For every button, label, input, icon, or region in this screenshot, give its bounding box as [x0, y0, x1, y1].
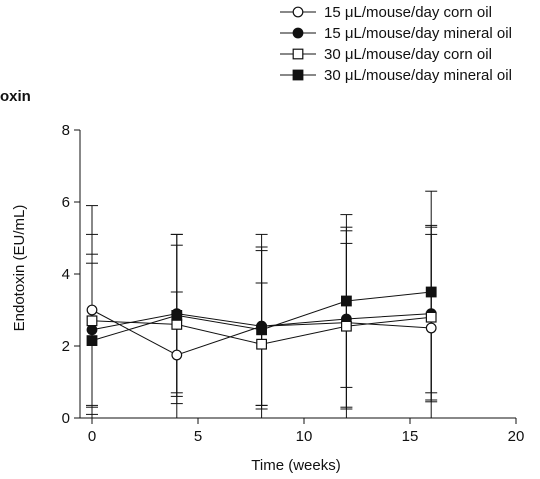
- y-axis: 0 2 4 6 8: [62, 122, 81, 427]
- data-point-series-4: [341, 295, 352, 307]
- data-point-series-3: [425, 311, 437, 323]
- legend-marker-2: [292, 27, 304, 39]
- y-tick-label: 8: [62, 122, 70, 139]
- data-point-series-2: [86, 324, 98, 336]
- legend-label-4: 30 μL/mouse/day mineral oil: [324, 67, 512, 84]
- y-tick-label: 6: [62, 194, 70, 211]
- x-tick-label: 0: [88, 428, 96, 445]
- x-tick-label: 10: [296, 428, 313, 445]
- panel-title-fragment: oxin: [0, 88, 31, 105]
- markers: [86, 286, 437, 361]
- data-point-series-4: [86, 335, 98, 346]
- legend-marker-1: [292, 6, 304, 18]
- legend-label-1: 15 μL/mouse/day corn oil: [324, 4, 492, 21]
- legend-label-3: 30 μL/mouse/day corn oil: [324, 46, 492, 63]
- data-point-series-1: [86, 304, 98, 316]
- data-point-series-3: [256, 338, 267, 350]
- legend-marker-4: [292, 69, 304, 81]
- data-point-series-4: [425, 286, 437, 298]
- y-tick-label: 2: [62, 338, 70, 355]
- legend: 15 μL/mouse/day corn oil 15 μL/mouse/day …: [280, 4, 512, 84]
- y-axis-label: Endotoxin (EU/mL): [11, 205, 28, 332]
- x-tick-label: 5: [194, 428, 202, 445]
- legend-label-2: 15 μL/mouse/day mineral oil: [324, 25, 512, 42]
- x-tick-label: 15: [402, 428, 419, 445]
- y-tick-label: 4: [62, 266, 70, 283]
- data-point-series-3: [341, 320, 352, 332]
- y-tick-label: 0: [62, 410, 70, 427]
- data-point-series-3: [86, 315, 98, 327]
- data-point-series-4: [171, 310, 183, 321]
- x-axis: 0 5 10 15 20: [80, 417, 525, 445]
- data-point-series-4: [256, 324, 267, 336]
- error-bars: [86, 190, 438, 419]
- data-point-series-1: [425, 322, 437, 334]
- legend-marker-3: [292, 48, 304, 60]
- data-point-series-1: [171, 349, 183, 361]
- data-point-series-3: [171, 319, 183, 330]
- x-tick-label: 20: [508, 428, 525, 445]
- x-axis-label: Time (weeks): [251, 457, 340, 474]
